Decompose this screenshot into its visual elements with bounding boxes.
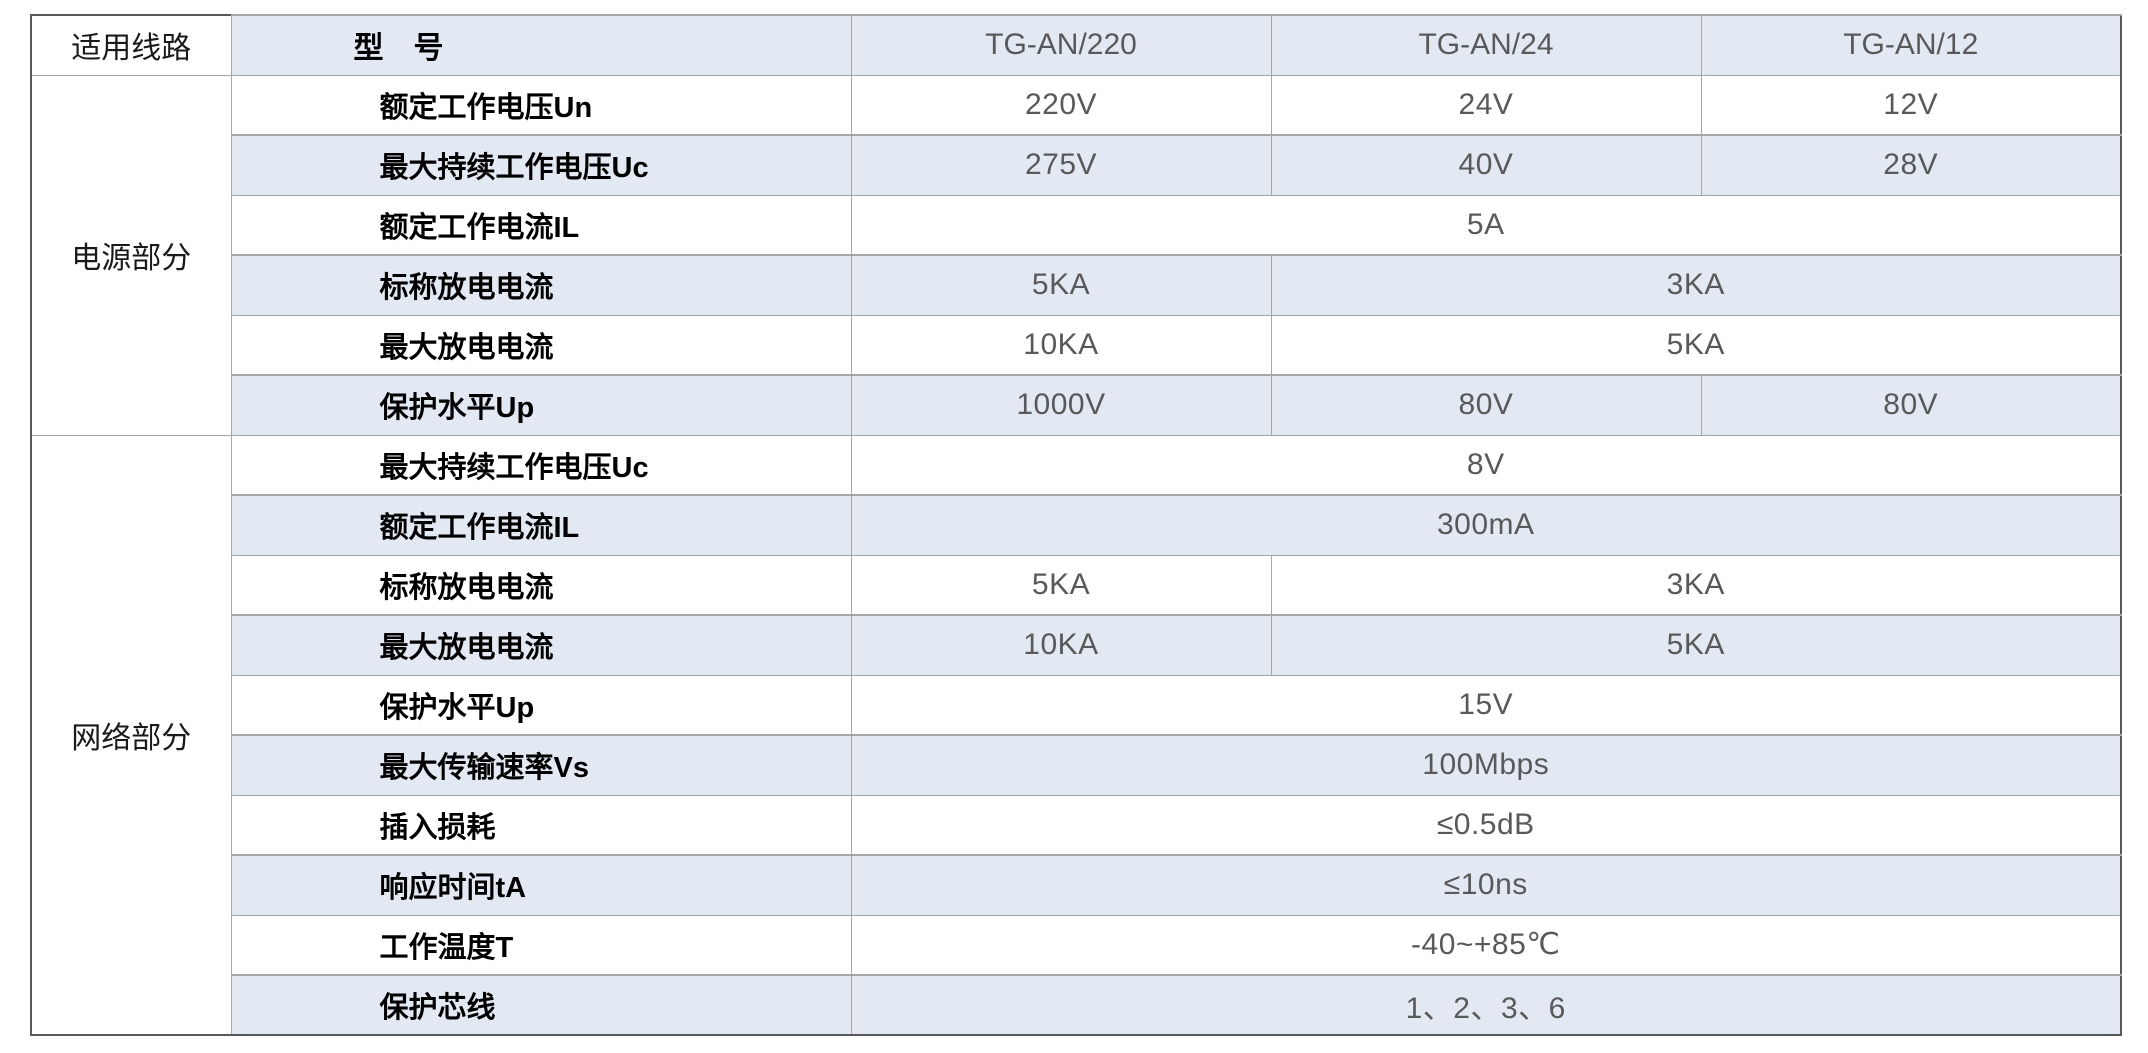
row-label: 最大放电电流 (230, 314, 852, 376)
value-cell: 275V (850, 134, 1272, 196)
value-cell: 80V (1270, 374, 1702, 436)
value-cell: 8V (850, 434, 2122, 496)
value-cell: 5KA (850, 554, 1272, 616)
table-row: 最大传输速率Vs 100Mbps (31, 734, 2122, 796)
row-label: 工作温度T (230, 914, 852, 976)
row-label: 最大传输速率Vs (230, 734, 852, 796)
value-cell: 5KA (1270, 614, 2122, 676)
row-label: 最大持续工作电压Uc (230, 434, 852, 496)
value-cell: 40V (1270, 134, 1702, 196)
table-row: 额定工作电流IL 5A (31, 194, 2122, 256)
value-cell: 28V (1700, 134, 2122, 196)
value-cell: 100Mbps (850, 734, 2122, 796)
value-cell: 300mA (850, 494, 2122, 556)
value-cell: 1000V (850, 374, 1272, 436)
table-row: 保护水平Up 15V (31, 674, 2122, 736)
row-label: 标称放电电流 (230, 254, 852, 316)
table-row: 工作温度T -40~+85℃ (31, 914, 2122, 976)
row-label: 响应时间tA (230, 854, 852, 916)
section-label-power: 电源部分 (30, 74, 232, 436)
value-cell: 24V (1270, 74, 1702, 136)
table-row: 电源部分 额定工作电压Un 220V 24V 12V (30, 74, 2122, 436)
value-cell: 1、2、3、6 (850, 974, 2122, 1036)
value-cell: ≤10ns (850, 854, 2122, 916)
table-row: 最大持续工作电压Uc 275V 40V 28V (31, 134, 2122, 196)
row-label: 标称放电电流 (230, 554, 852, 616)
table-row: 标称放电电流 5KA 3KA (31, 554, 2122, 616)
value-cell: -40~+85℃ (850, 914, 2122, 976)
value-cell: ≤0.5dB (850, 794, 2122, 856)
table-row: 最大放电电流 10KA 5KA (31, 614, 2122, 676)
table-row: 网络部分 最大持续工作电压Uc 8V (30, 434, 2122, 1036)
header-model-tg-an-12: TG-AN/12 (1700, 14, 2122, 76)
value-cell: 5A (850, 194, 2122, 256)
value-cell: 10KA (850, 314, 1272, 376)
row-label: 保护水平Up (230, 374, 852, 436)
table-row: 保护水平Up 1000V 80V 80V (31, 374, 2122, 436)
value-cell: 220V (850, 74, 1272, 136)
header-model-label: 型 号 (230, 14, 852, 76)
row-label: 保护水平Up (230, 674, 852, 736)
header-model-tg-an-24: TG-AN/24 (1270, 14, 1702, 76)
row-label: 额定工作电流IL (230, 194, 852, 256)
value-cell: 15V (850, 674, 2122, 736)
row-label: 额定工作电流IL (230, 494, 852, 556)
table-row: 标称放电电流 5KA 3KA (31, 254, 2122, 316)
row-label: 最大持续工作电压Uc (230, 134, 852, 196)
table-row: 额定工作电流IL 300mA (31, 494, 2122, 556)
row-label: 保护芯线 (230, 974, 852, 1036)
table-row: 插入损耗 ≤0.5dB (31, 794, 2122, 856)
table-row: 响应时间tA ≤10ns (31, 854, 2122, 916)
header-line-type: 适用线路 (30, 14, 232, 76)
row-label: 额定工作电压Un (230, 74, 852, 136)
row-label: 最大放电电流 (230, 614, 852, 676)
value-cell: 10KA (850, 614, 1272, 676)
header-model-tg-an-220: TG-AN/220 (850, 14, 1272, 76)
table-row: 保护芯线 1、2、3、6 (31, 974, 2122, 1036)
spec-table: 适用线路 型 号 TG-AN/220 TG-AN/24 TG-AN/12 电源部… (30, 14, 2122, 1036)
value-cell: 3KA (1270, 554, 2122, 616)
table-row: 最大放电电流 10KA 5KA (31, 314, 2122, 376)
value-cell: 5KA (850, 254, 1272, 316)
value-cell: 3KA (1270, 254, 2122, 316)
value-cell: 12V (1700, 74, 2122, 136)
row-label: 插入损耗 (230, 794, 852, 856)
header-row: 适用线路 型 号 TG-AN/220 TG-AN/24 TG-AN/12 (30, 14, 2122, 76)
section-label-network: 网络部分 (30, 434, 232, 1036)
value-cell: 80V (1700, 374, 2122, 436)
value-cell: 5KA (1270, 314, 2122, 376)
